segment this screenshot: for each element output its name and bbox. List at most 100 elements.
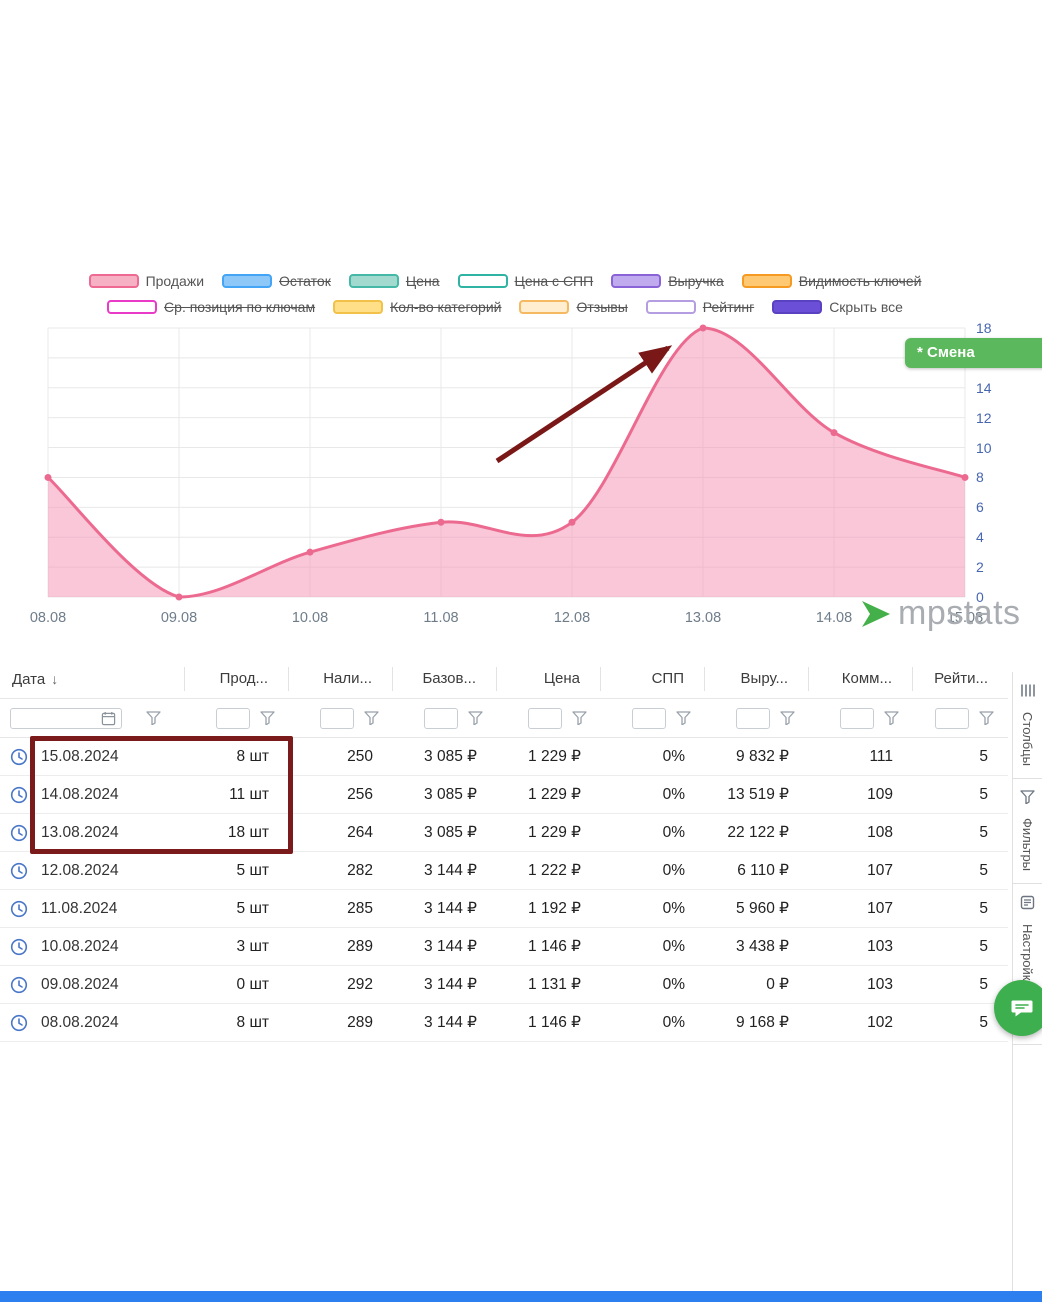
value-cell: 1 192 ₽	[528, 900, 581, 917]
row-clock-icon[interactable]	[10, 1014, 28, 1032]
column-header[interactable]: СПП	[601, 667, 705, 691]
legend-item[interactable]: Цена	[348, 273, 440, 289]
value-cell: 0%	[662, 823, 685, 841]
y-axis-label: 0	[976, 589, 984, 605]
x-axis-label: 13.08	[684, 610, 722, 626]
column-filter-input[interactable]	[320, 707, 354, 729]
legend-item[interactable]: Видимость ключей	[741, 273, 922, 289]
row-clock-icon[interactable]	[10, 976, 28, 994]
value-cell: 111	[869, 747, 893, 765]
table-row[interactable]: 15.08.2024 8 шт 250 3 085 ₽ 1 229 ₽ 0% 9 832 ₽…	[0, 738, 1008, 776]
filter-cell	[393, 707, 497, 729]
value-cell: 13 519 ₽	[727, 786, 789, 803]
column-filter-input[interactable]	[935, 707, 969, 729]
table-row[interactable]: 11.08.2024 5 шт 285 3 144 ₽ 1 192 ₽ 0% 5 960 ₽…	[0, 890, 1008, 928]
legend-row-1: Продажи Остаток Цена Цена с СПП Выручка Видим…	[0, 268, 1010, 294]
column-filter-input[interactable]	[216, 707, 250, 729]
row-clock-icon[interactable]	[10, 748, 28, 766]
row-clock-icon[interactable]	[10, 862, 28, 880]
value-cell: 8 шт	[236, 747, 269, 765]
column-header[interactable]: Комм...	[809, 667, 913, 691]
column-filter-input[interactable]	[424, 707, 458, 729]
value-cell: 107	[867, 861, 893, 879]
table-row[interactable]: 10.08.2024 3 шт 289 3 144 ₽ 1 146 ₽ 0% 3 438 ₽…	[0, 928, 1008, 966]
sales-chart[interactable]: 08.08 09.08 10.08 11.08 12.08 13.08 14.08 15.08…	[0, 320, 1042, 644]
value-cell: 3 085 ₽	[424, 786, 477, 803]
value-cell: 0%	[662, 861, 685, 879]
data-point[interactable]	[568, 518, 576, 526]
value-cell: 9 168 ₽	[736, 1014, 789, 1031]
column-filter-input[interactable]	[632, 707, 666, 729]
data-point[interactable]	[961, 473, 969, 481]
sidebar-tab-columns[interactable]: Столбцы	[1013, 672, 1042, 779]
legend-item[interactable]: Скрыть все	[772, 299, 903, 315]
filter-funnel-icon[interactable]	[780, 711, 795, 725]
calendar-icon[interactable]	[101, 711, 116, 726]
legend-label: Рейтинг	[702, 299, 755, 315]
column-header[interactable]: Нали...	[289, 667, 393, 691]
column-header[interactable]: Базов...	[393, 667, 497, 691]
column-header[interactable]: Рейти...	[934, 670, 988, 687]
column-header[interactable]: Дата ↓	[0, 667, 185, 691]
filter-funnel-icon[interactable]	[468, 711, 483, 725]
filter-funnel-icon[interactable]	[979, 711, 994, 725]
sidebar-tab-filter[interactable]: Фильтры	[1013, 779, 1042, 884]
filter-funnel-icon[interactable]	[146, 711, 161, 725]
horizontal-scrollbar[interactable]	[0, 1291, 1042, 1302]
chat-button[interactable]	[994, 980, 1042, 1036]
y-axis-label: 12	[976, 409, 992, 426]
filter-funnel-icon[interactable]	[260, 711, 275, 725]
data-point[interactable]	[437, 518, 445, 526]
filter-funnel-icon[interactable]	[572, 711, 587, 725]
table-row[interactable]: 14.08.2024 11 шт 256 3 085 ₽ 1 229 ₽ 0% 13 519…	[0, 776, 1008, 814]
legend-item[interactable]: Отзывы	[519, 299, 628, 315]
x-axis-label: 09.08	[160, 610, 198, 626]
sort-arrow-icon[interactable]: ↓	[51, 671, 59, 687]
filter-funnel-icon[interactable]	[364, 711, 379, 725]
column-header[interactable]: Цена	[497, 667, 601, 691]
filter-funnel-icon[interactable]	[676, 711, 691, 725]
legend-label: Видимость ключей	[798, 273, 922, 289]
legend-label: Выручка	[668, 273, 724, 289]
data-point[interactable]	[306, 548, 314, 556]
column-header[interactable]: Прод...	[185, 667, 289, 691]
y-axis-label: 10	[976, 439, 992, 456]
data-point[interactable]	[830, 429, 838, 437]
column-header[interactable]: Выру...	[705, 667, 809, 691]
column-filter-input[interactable]	[528, 707, 562, 729]
legend-item[interactable]: Выручка	[611, 273, 724, 289]
legend-label: Цена	[405, 273, 440, 289]
filter-funnel-icon[interactable]	[884, 711, 899, 725]
chart-canvas[interactable]	[0, 322, 1042, 612]
column-filter-input[interactable]	[736, 707, 770, 729]
table-row[interactable]: 12.08.2024 5 шт 282 3 144 ₽ 1 222 ₽ 0% 6 110 ₽…	[0, 852, 1008, 890]
column-filter-input[interactable]	[840, 707, 874, 729]
legend-swatch	[348, 274, 399, 288]
table-row[interactable]: 08.08.2024 8 шт 289 3 144 ₽ 1 146 ₽ 0% 9 168 ₽…	[0, 1004, 1008, 1042]
table-row[interactable]: 13.08.2024 18 шт 264 3 085 ₽ 1 229 ₽ 0% 22 122…	[0, 814, 1008, 852]
legend-item[interactable]: Кол-во категорий	[333, 299, 501, 315]
y-axis-label: 18	[976, 320, 992, 336]
data-point[interactable]	[175, 593, 183, 601]
date-filter-input[interactable]	[10, 707, 122, 729]
row-clock-icon[interactable]	[10, 900, 28, 918]
legend-item[interactable]: Ср. позиция по ключам	[107, 299, 315, 315]
legend-swatch	[772, 300, 823, 314]
legend-item[interactable]: Остаток	[222, 273, 331, 289]
legend-swatch	[519, 300, 570, 314]
data-point[interactable]	[44, 473, 52, 481]
value-cell: 0%	[662, 899, 685, 917]
series-line	[46, 326, 966, 599]
filter-cell	[497, 707, 601, 729]
value-cell: 5	[979, 861, 988, 879]
legend-item[interactable]: Продажи	[88, 273, 204, 289]
value-cell: 0%	[662, 1013, 685, 1031]
row-clock-icon[interactable]	[10, 786, 28, 804]
legend-item[interactable]: Рейтинг	[645, 299, 755, 315]
row-clock-icon[interactable]	[10, 938, 28, 956]
mpstats-logo-icon	[862, 600, 890, 627]
row-clock-icon[interactable]	[10, 824, 28, 842]
data-point[interactable]	[699, 324, 707, 332]
legend-item[interactable]: Цена с СПП	[457, 273, 593, 289]
table-row[interactable]: 09.08.2024 0 шт 292 3 144 ₽ 1 131 ₽ 0% 0 ₽ 103 5	[0, 966, 1008, 1004]
